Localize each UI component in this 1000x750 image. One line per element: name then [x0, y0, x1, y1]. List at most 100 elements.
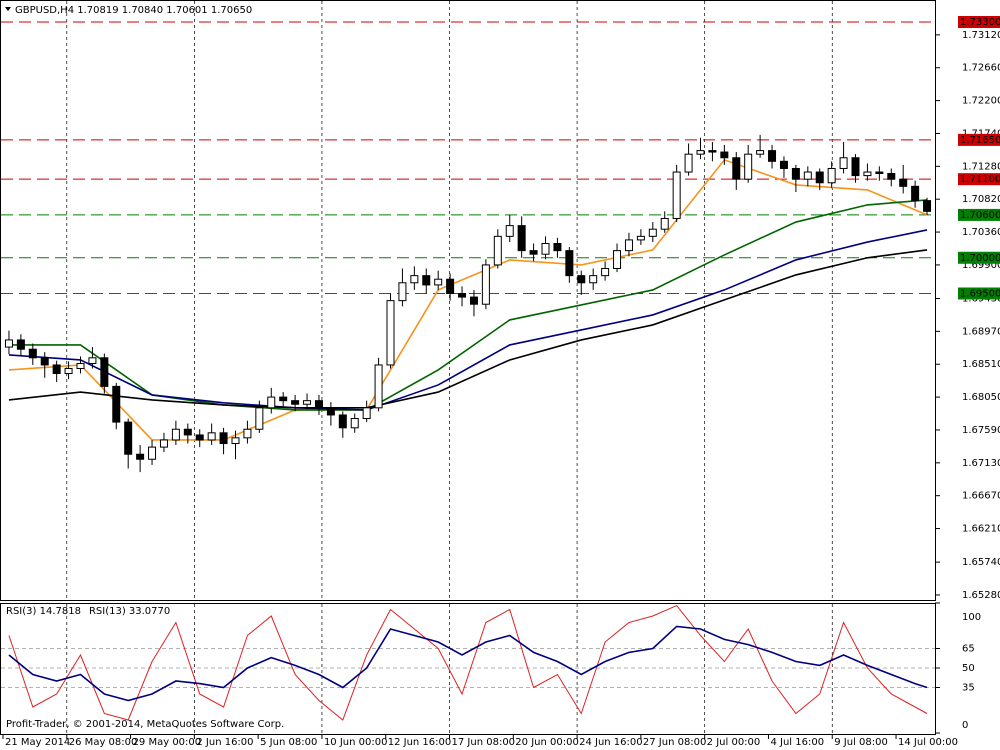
- candle: [672, 164, 681, 223]
- y-tick-label: 1.66670: [962, 491, 1000, 502]
- candle-body: [469, 296, 478, 305]
- candle-body: [267, 396, 276, 409]
- candle: [696, 137, 705, 160]
- candle-body: [827, 167, 836, 184]
- legend-entry: RSI(3) 14.7818: [6, 606, 81, 617]
- candle-body: [779, 160, 788, 169]
- candle-body: [446, 278, 455, 294]
- candle-body: [136, 453, 145, 460]
- candle-body: [338, 414, 347, 429]
- x-tick-label: 20 Jun 00:00: [515, 737, 579, 748]
- candle-body: [40, 357, 49, 366]
- candle-body: [76, 363, 85, 370]
- candle-body: [720, 151, 729, 159]
- candle: [839, 142, 848, 174]
- x-tick-label: 24 Jun 16:00: [579, 737, 643, 748]
- level-label: 1.71100: [960, 174, 1000, 185]
- main-panel-border: [0, 0, 936, 601]
- level-box: [958, 251, 1000, 264]
- candle-body: [64, 368, 73, 375]
- candle-body: [815, 171, 824, 184]
- candle-body: [16, 339, 25, 350]
- candle-body: [159, 439, 168, 448]
- candle: [76, 356, 85, 374]
- candle-body: [887, 172, 896, 180]
- y-tick-label: 1.68510: [962, 359, 1000, 370]
- level-box: [958, 287, 1000, 300]
- candle: [40, 352, 49, 378]
- candle: [732, 152, 741, 190]
- candle-body: [696, 150, 705, 155]
- candle: [565, 247, 574, 283]
- y-tick-label: 35: [962, 683, 975, 694]
- candle: [303, 393, 312, 410]
- candle: [291, 394, 300, 412]
- candle-body: [410, 275, 419, 284]
- candle: [434, 270, 443, 290]
- menu-arrow[interactable]: [5, 7, 11, 11]
- candle: [863, 163, 872, 181]
- candle-body: [660, 217, 669, 230]
- candle-body: [398, 282, 407, 302]
- candle: [708, 142, 717, 162]
- rsi-line: [8, 604, 928, 721]
- candle: [219, 427, 228, 455]
- x-tick-label: 29 May 00:00: [133, 737, 202, 748]
- candle-body: [553, 242, 562, 252]
- x-tick-label: 2 Jul 00:00: [707, 737, 761, 748]
- candle: [88, 347, 97, 369]
- candle-body: [589, 275, 598, 284]
- y-tick-label: 0: [962, 720, 968, 731]
- candle: [684, 143, 693, 176]
- moving-average: [8, 229, 928, 411]
- candle-body: [803, 171, 812, 180]
- candle: [851, 154, 860, 183]
- candle: [362, 400, 371, 423]
- candle: [171, 420, 180, 445]
- candle-body: [28, 348, 37, 359]
- candle: [744, 144, 753, 183]
- y-tick-label: 1.72660: [962, 63, 1000, 74]
- candle: [469, 289, 478, 317]
- candle: [577, 270, 586, 295]
- candle: [529, 243, 538, 262]
- candle-body: [231, 437, 240, 445]
- rsi-panel-border: [0, 603, 936, 735]
- candle: [267, 387, 276, 414]
- candle: [386, 293, 395, 369]
- candle-body: [708, 150, 717, 153]
- y-tick-label: 1.69900: [962, 260, 1000, 271]
- candle-body: [195, 434, 204, 441]
- x-tick-label: 2 Jun 16:00: [196, 737, 253, 748]
- x-tick-label: 14 Jul 00:00: [898, 737, 958, 748]
- level-label: 1.69500: [960, 288, 1000, 299]
- candle-body: [732, 157, 741, 180]
- copyright: Profit-Trader, © 2001-2014, MetaQuotes S…: [6, 719, 284, 730]
- x-tick-label: 26 May 08:00: [69, 737, 138, 748]
- candle: [624, 232, 633, 257]
- candle-body: [529, 250, 538, 255]
- candle-body: [899, 178, 908, 187]
- candle: [64, 361, 73, 380]
- x-tick-label: 9 Jul 08:00: [834, 737, 888, 748]
- candle: [28, 343, 37, 365]
- candle: [136, 444, 145, 473]
- candle-body: [768, 150, 777, 162]
- candle: [899, 164, 908, 194]
- level-label: 1.73300: [960, 17, 1000, 28]
- x-tick-label: 21 May 2014: [5, 737, 70, 748]
- candle: [231, 430, 240, 460]
- candle: [16, 334, 25, 357]
- x-tick-label: 17 Jun 08:00: [452, 737, 516, 748]
- candle: [350, 413, 359, 433]
- candle-body: [923, 200, 932, 212]
- candle-body: [88, 357, 97, 365]
- candle-body: [481, 264, 490, 305]
- y-tick-label: 1.67590: [962, 425, 1000, 436]
- candle: [803, 166, 812, 187]
- candle: [100, 353, 109, 394]
- candle-body: [839, 157, 848, 169]
- y-tick-label: 1.71280: [962, 161, 1000, 172]
- candle: [517, 216, 526, 258]
